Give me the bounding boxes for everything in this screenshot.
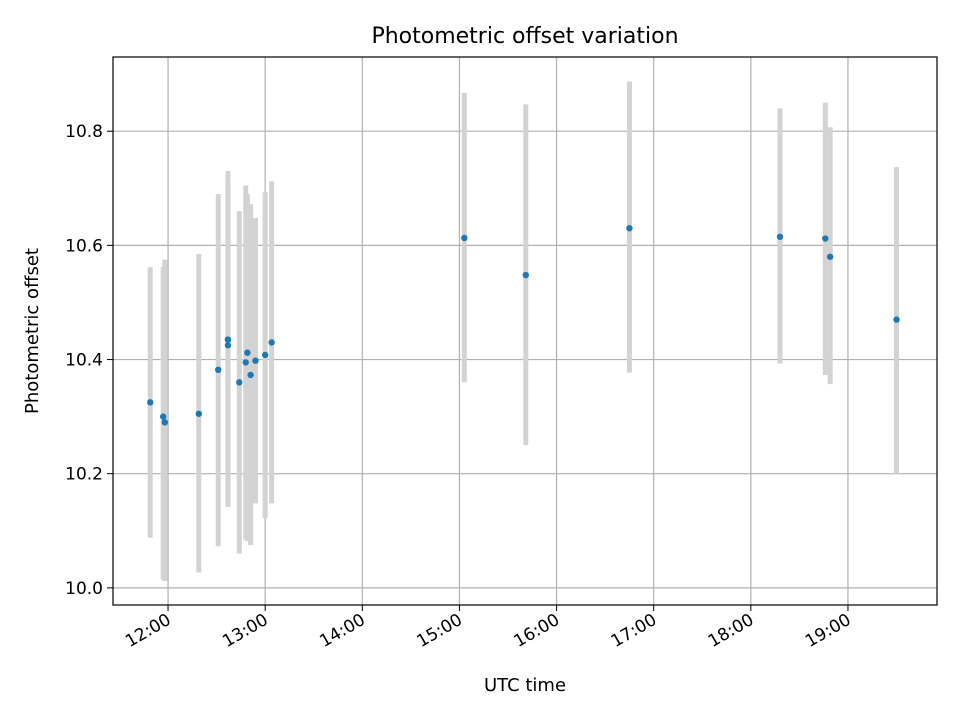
data-point xyxy=(147,399,154,406)
data-points xyxy=(147,225,900,426)
data-point xyxy=(236,379,243,386)
data-point xyxy=(159,413,167,420)
data-point xyxy=(776,233,784,241)
data-point xyxy=(242,359,249,366)
data-point xyxy=(461,234,468,242)
y-tick-label: 10.8 xyxy=(65,122,103,142)
data-point xyxy=(826,253,834,260)
data-point xyxy=(161,419,169,426)
y-tick-label: 10.4 xyxy=(65,351,103,371)
data-point xyxy=(626,225,633,232)
data-point xyxy=(893,316,900,323)
data-point xyxy=(195,410,202,417)
y-tick-label: 10.0 xyxy=(65,579,103,599)
data-point xyxy=(215,366,222,374)
data-point xyxy=(261,351,269,359)
plot-frame xyxy=(112,56,938,606)
y-axis-ticks: 10.0 10.2 10.4 10.6 10.8 xyxy=(65,122,113,599)
data-point xyxy=(522,271,530,279)
data-point xyxy=(224,336,232,343)
y-tick-label: 10.2 xyxy=(65,465,103,485)
chart-title: Photometric offset variation xyxy=(371,24,678,49)
data-point xyxy=(822,235,829,242)
x-axis-label: UTC time xyxy=(484,675,566,696)
data-point xyxy=(268,339,275,346)
data-point xyxy=(224,342,232,349)
data-point xyxy=(244,349,251,356)
y-axis-label: Photometric offset xyxy=(22,248,43,414)
y-tick-label: 10.6 xyxy=(65,236,103,256)
data-point xyxy=(252,357,259,364)
data-point xyxy=(247,371,254,379)
